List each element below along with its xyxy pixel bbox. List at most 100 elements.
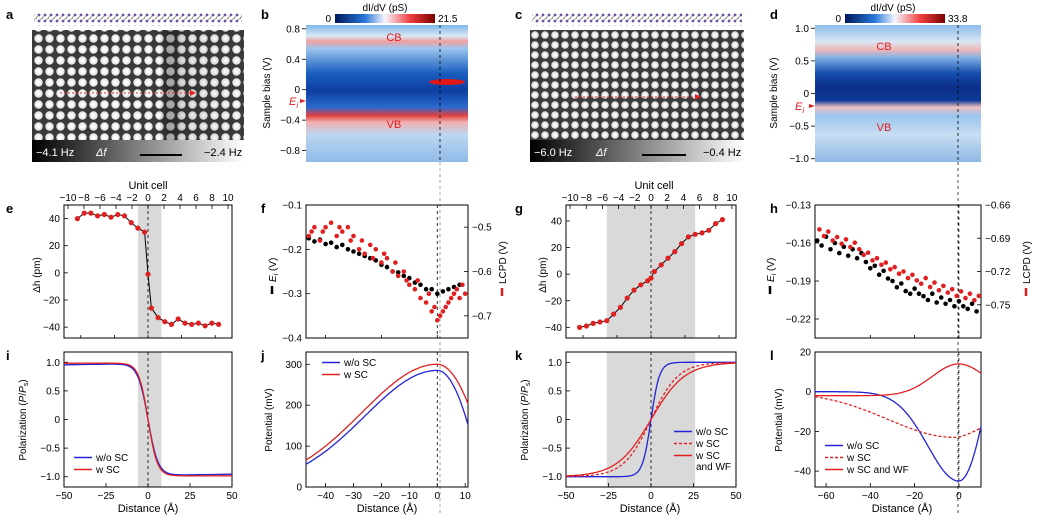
- top-tick-label: 2: [664, 193, 670, 204]
- data-point-h: [932, 280, 937, 285]
- data-point-e: [175, 316, 181, 322]
- ytick-label: −40: [545, 323, 562, 334]
- data-point-g: [577, 324, 583, 330]
- data-point-f: [423, 286, 429, 292]
- cbar-label-d: dI/dV (pS): [870, 3, 915, 14]
- panel-d: d dI/dV (pS) 0 33.8 1.0 0.5 0 −0.5 −1.0 Samp…: [769, 3, 981, 165]
- data-point-f: [348, 238, 354, 243]
- top-tick-label: −2: [629, 193, 641, 204]
- data-point-e: [168, 321, 175, 327]
- top-tick-label: 0: [145, 193, 151, 204]
- panel-letter-c: c: [515, 7, 522, 22]
- data-point-e: [74, 216, 80, 222]
- y2tick-label: −0.66: [985, 201, 1011, 212]
- data-point-h: [879, 262, 884, 268]
- ytick-label: −0.3: [282, 289, 302, 300]
- data-point-e: [142, 229, 148, 235]
- data-point-h: [881, 268, 886, 274]
- vb-label-d: VB: [877, 122, 892, 134]
- data-point-f: [337, 224, 342, 230]
- ytick-label: 300: [285, 360, 302, 371]
- ytick-label: 0: [294, 85, 300, 96]
- xtick-label: 25: [184, 491, 196, 502]
- data-point-f: [384, 255, 390, 261]
- data-point-h: [925, 297, 931, 303]
- data-point-f: [367, 242, 373, 248]
- data-point-f: [323, 241, 328, 247]
- y2tick-label: −0.75: [985, 300, 1011, 311]
- ei-label-b: Ei: [289, 96, 298, 110]
- ytick-label: −20: [545, 296, 562, 307]
- data-point-f: [340, 229, 345, 234]
- data-point-h: [848, 244, 853, 250]
- data-point-h: [868, 266, 873, 271]
- xtick-label: 25: [688, 491, 700, 502]
- series-line-j-1: [305, 363, 469, 461]
- svg-text:Ei (V): Ei (V): [766, 258, 778, 282]
- data-point-h: [914, 278, 920, 283]
- y2tick-label: −0.5: [472, 223, 492, 234]
- freq-max-c: −0.4 Hz: [703, 147, 741, 159]
- data-point-f: [312, 224, 317, 230]
- data-point-h: [888, 267, 893, 272]
- ytick-label: −0.2: [282, 245, 302, 256]
- top-tick-label: −6: [94, 193, 106, 204]
- data-point-h: [947, 297, 953, 303]
- xtick-label: 10: [460, 491, 472, 502]
- panel-letter-j: j: [260, 348, 265, 363]
- data-point-f: [429, 309, 435, 314]
- data-point-f: [426, 291, 432, 297]
- ytick-label: −20: [43, 296, 60, 307]
- ytick-label: 0.8: [286, 24, 300, 35]
- data-point-f: [457, 295, 462, 301]
- data-point-h: [814, 238, 820, 243]
- data-point-h: [817, 227, 822, 232]
- data-point-h: [965, 306, 970, 312]
- ytick-label: 1.0: [795, 24, 809, 35]
- panel-letter-b: b: [261, 7, 269, 22]
- dIdV-map-b: [306, 25, 468, 162]
- y2label-h: LCPD (V): [1022, 241, 1033, 296]
- data-point-h: [967, 291, 973, 297]
- freq-max-a: −2.4 Hz: [204, 147, 242, 159]
- data-point-f: [381, 251, 387, 257]
- data-point-f: [437, 313, 443, 319]
- ytick-label: −0.5: [542, 444, 562, 455]
- data-point-g: [604, 318, 610, 324]
- data-point-f: [351, 233, 356, 239]
- ytick-label: 40: [551, 216, 563, 227]
- ytick-label: −1.0: [40, 472, 60, 483]
- cb-label-d: CB: [876, 41, 891, 53]
- xtick-label: −60: [818, 491, 835, 502]
- data-point-h: [954, 293, 959, 299]
- legend-label-k-1: w SC: [695, 439, 720, 450]
- data-point-f: [390, 269, 395, 274]
- xtick-label: −25: [600, 491, 617, 502]
- data-point-e: [182, 320, 188, 326]
- xtick-label: 0: [956, 491, 962, 502]
- xlabel-k: Distance (Å): [620, 502, 681, 515]
- panel-a: a −4.1 Hz Δf −2.4 Hz: [6, 7, 244, 162]
- data-point-h: [969, 301, 975, 307]
- data-point-f: [373, 247, 379, 252]
- xtick-label: −10: [401, 491, 418, 502]
- ytick-label: 1.0: [548, 358, 562, 369]
- legend-label-i-1: w SC: [95, 465, 120, 476]
- data-point-h: [934, 300, 939, 305]
- data-point-g: [624, 295, 630, 301]
- xtick-label: −40: [317, 491, 334, 502]
- data-point-e: [148, 305, 154, 311]
- series-line-j-0: [305, 369, 469, 465]
- data-point-g: [597, 319, 603, 325]
- data-point-g: [648, 275, 654, 281]
- data-point-h: [896, 271, 902, 277]
- series-line-k-2: [566, 362, 736, 477]
- ytick-label: 0.5: [795, 56, 809, 67]
- legend-label-k-2: and WF: [696, 462, 731, 473]
- panel-letter-h: h: [770, 201, 778, 216]
- ytick-label: 40: [49, 214, 61, 225]
- data-point-f: [317, 238, 323, 243]
- ylabel-d: Sample bias (V): [769, 57, 780, 128]
- data-point-h: [961, 304, 966, 309]
